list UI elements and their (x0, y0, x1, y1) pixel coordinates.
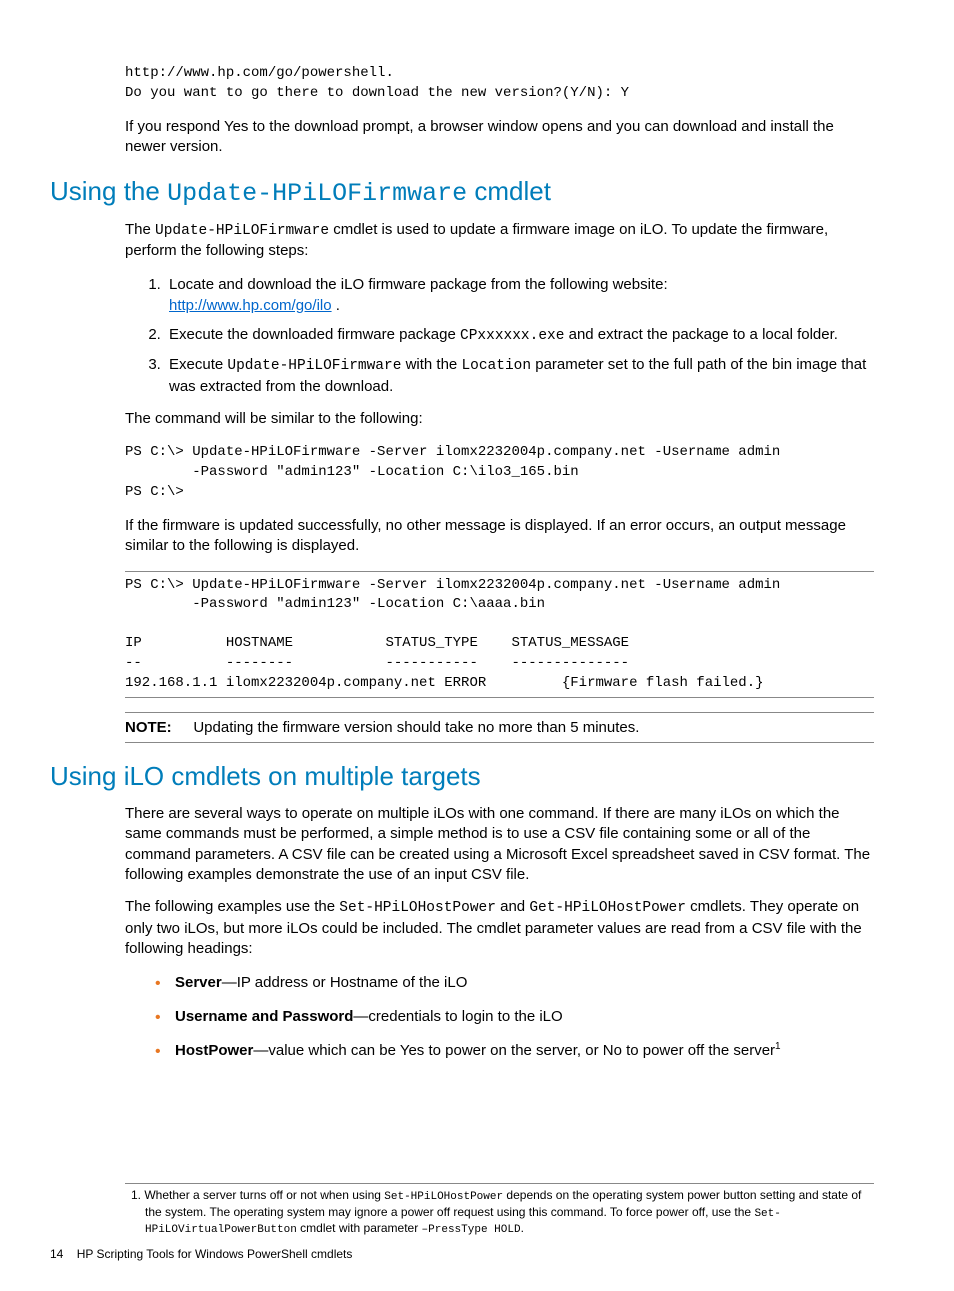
page: http://www.hp.com/go/powershell. Do you … (0, 0, 954, 1291)
code-block-error-output: PS C:\> Update-HPiLOFirmware -Server ilo… (125, 576, 874, 694)
paragraph: The following examples use the Set-HPiLO… (125, 897, 874, 959)
page-footer: 14 HP Scripting Tools for Windows PowerS… (50, 1247, 874, 1261)
step-3: Execute Update-HPiLOFirmware with the Lo… (165, 354, 874, 397)
bullet-list: Server—IP address or Hostname of the iLO… (125, 971, 874, 1063)
heading-update-firmware: Using the Update-HPiLOFirmware cmdlet (50, 176, 874, 208)
note-block: NOTE: Updating the firmware version shou… (125, 712, 874, 743)
paragraph: The command will be similar to the follo… (125, 409, 874, 429)
bullet-credentials: Username and Password—credentials to log… (155, 1005, 874, 1029)
heading-multiple-targets: Using iLO cmdlets on multiple targets (50, 761, 874, 792)
rule (125, 571, 874, 572)
paragraph: The Update-HPiLOFirmware cmdlet is used … (125, 220, 874, 262)
steps-list: Locate and download the iLO firmware pac… (125, 274, 874, 398)
step-2: Execute the downloaded firmware package … (165, 324, 874, 346)
code-block-download-prompt: http://www.hp.com/go/powershell. Do you … (125, 64, 874, 103)
ilo-link[interactable]: http://www.hp.com/go/ilo (169, 297, 332, 314)
note-text: Updating the firmware version should tak… (193, 719, 639, 736)
code-block-update-command: PS C:\> Update-HPiLOFirmware -Server ilo… (125, 443, 874, 502)
rule (125, 697, 874, 698)
note-label: NOTE: (125, 719, 185, 736)
bullet-hostpower: HostPower—value which can be Yes to powe… (155, 1039, 874, 1063)
footer-title: HP Scripting Tools for Windows PowerShel… (77, 1247, 353, 1261)
paragraph: If the firmware is updated successfully,… (125, 516, 874, 557)
footnote: 1. Whether a server turns off or not whe… (125, 1183, 874, 1237)
bullet-server: Server—IP address or Hostname of the iLO (155, 971, 874, 995)
step-1: Locate and download the iLO firmware pac… (165, 274, 874, 316)
paragraph: If you respond Yes to the download promp… (125, 117, 874, 158)
page-number: 14 (50, 1247, 63, 1261)
paragraph: There are several ways to operate on mul… (125, 804, 874, 885)
